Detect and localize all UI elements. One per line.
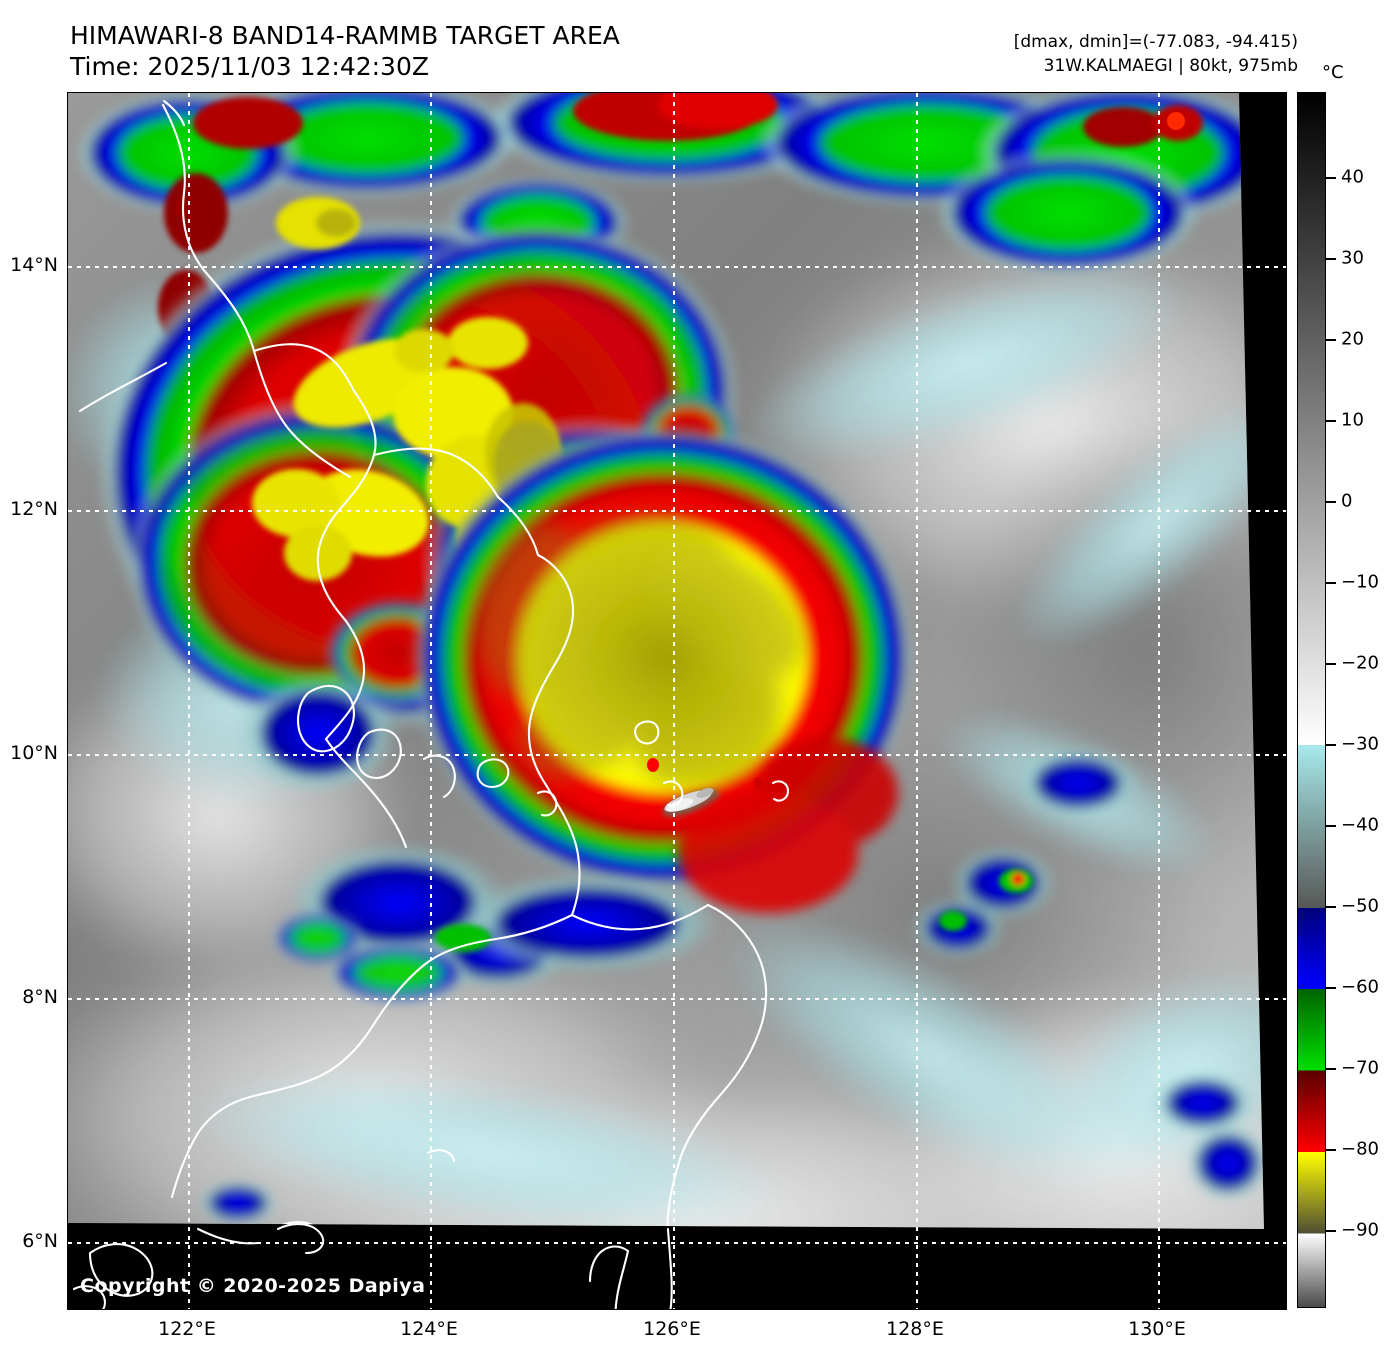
colorbar-label-10: 10 [1341, 409, 1364, 431]
lon-label-124: 124°E [400, 1318, 458, 1340]
storm-info-readout: 31W.KALMAEGI | 80kt, 975mb [1043, 56, 1298, 76]
lat-label-12: 12°N [10, 498, 58, 520]
colorbar-label-40: 40 [1341, 166, 1364, 188]
lon-label-128: 128°E [886, 1318, 944, 1340]
colorbar-label--90: −90 [1341, 1219, 1379, 1241]
colorbar-tick-40 [1326, 177, 1336, 179]
gridline-lon-130 [1158, 93, 1160, 1309]
colorbar-tick--70 [1326, 1068, 1336, 1070]
colorbar-label-0: 0 [1341, 490, 1353, 512]
colorbar-label--70: −70 [1341, 1057, 1379, 1079]
colorbar-label--60: −60 [1341, 976, 1379, 998]
gridline-lat-10 [68, 754, 1286, 756]
lon-label-130: 130°E [1128, 1318, 1186, 1340]
colorbar-label--50: −50 [1341, 895, 1379, 917]
colorbar-tick--40 [1326, 825, 1336, 827]
header-metadata: [dmax, dmin]=(-77.083, -94.415) 31W.KALM… [1014, 30, 1298, 78]
lat-label-8: 8°N [22, 986, 58, 1008]
colorbar-tick-10 [1326, 420, 1336, 422]
colorbar-label--20: −20 [1341, 652, 1379, 674]
title-line-2: Time: 2025/11/03 12:42:30Z [70, 52, 429, 81]
colorbar-gradient [1298, 93, 1325, 1307]
gridline-lat-8 [68, 998, 1286, 1000]
gridline-lon-126 [673, 93, 675, 1309]
coordinate-grid [68, 93, 1286, 1309]
satellite-image-clip [68, 93, 1286, 1309]
colorbar-tick--50 [1326, 906, 1336, 908]
colorbar-tick--10 [1326, 582, 1336, 584]
colorbar: 40 30 20 10 0 −10 −20 −30 −40 −50 −60 −70 −80 −90 [1297, 92, 1379, 1308]
colorbar-tick--60 [1326, 987, 1336, 989]
colorbar-label--80: −80 [1341, 1138, 1379, 1160]
colorbar-tick--80 [1326, 1149, 1336, 1151]
lon-label-126: 126°E [643, 1318, 701, 1340]
title-line-1: HIMAWARI-8 BAND14-RAMMB TARGET AREA [70, 21, 620, 50]
satellite-imagery [68, 93, 1286, 1309]
colorbar-unit-label: °C [1322, 62, 1344, 83]
gridline-lat-14 [68, 266, 1286, 268]
colorbar-gradient-box [1297, 92, 1326, 1308]
colorbar-tick-0 [1326, 501, 1336, 503]
gridline-lon-128 [916, 93, 918, 1309]
colorbar-tick-30 [1326, 258, 1336, 260]
coastline-overlay [78, 99, 790, 1229]
colorbar-tick--30 [1326, 744, 1336, 746]
colorbar-label-20: 20 [1341, 328, 1364, 350]
colorbar-label--30: −30 [1341, 733, 1379, 755]
lat-label-14: 14°N [10, 254, 58, 276]
gridline-lat-12 [68, 510, 1286, 512]
gridline-lat-6 [68, 1242, 1286, 1244]
colorbar-label-30: 30 [1341, 247, 1364, 269]
gridline-lon-124 [430, 93, 432, 1309]
lon-label-122: 122°E [158, 1318, 216, 1340]
colorbar-tick--90 [1326, 1230, 1336, 1232]
lat-label-6: 6°N [22, 1230, 58, 1252]
colorbar-tick--20 [1326, 663, 1336, 665]
dmax-dmin-readout: [dmax, dmin]=(-77.083, -94.415) [1013, 32, 1298, 52]
satellite-image-panel [67, 92, 1287, 1310]
page-title: HIMAWARI-8 BAND14-RAMMB TARGET AREA Time… [70, 20, 830, 82]
colorbar-tick-20 [1326, 339, 1336, 341]
colorbar-label--40: −40 [1341, 814, 1379, 836]
copyright-notice: Copyright © 2020-2025 Dapiya [80, 1275, 426, 1297]
gridline-lon-122 [188, 93, 190, 1309]
colorbar-label--10: −10 [1341, 571, 1379, 593]
lat-label-10: 10°N [10, 742, 58, 764]
